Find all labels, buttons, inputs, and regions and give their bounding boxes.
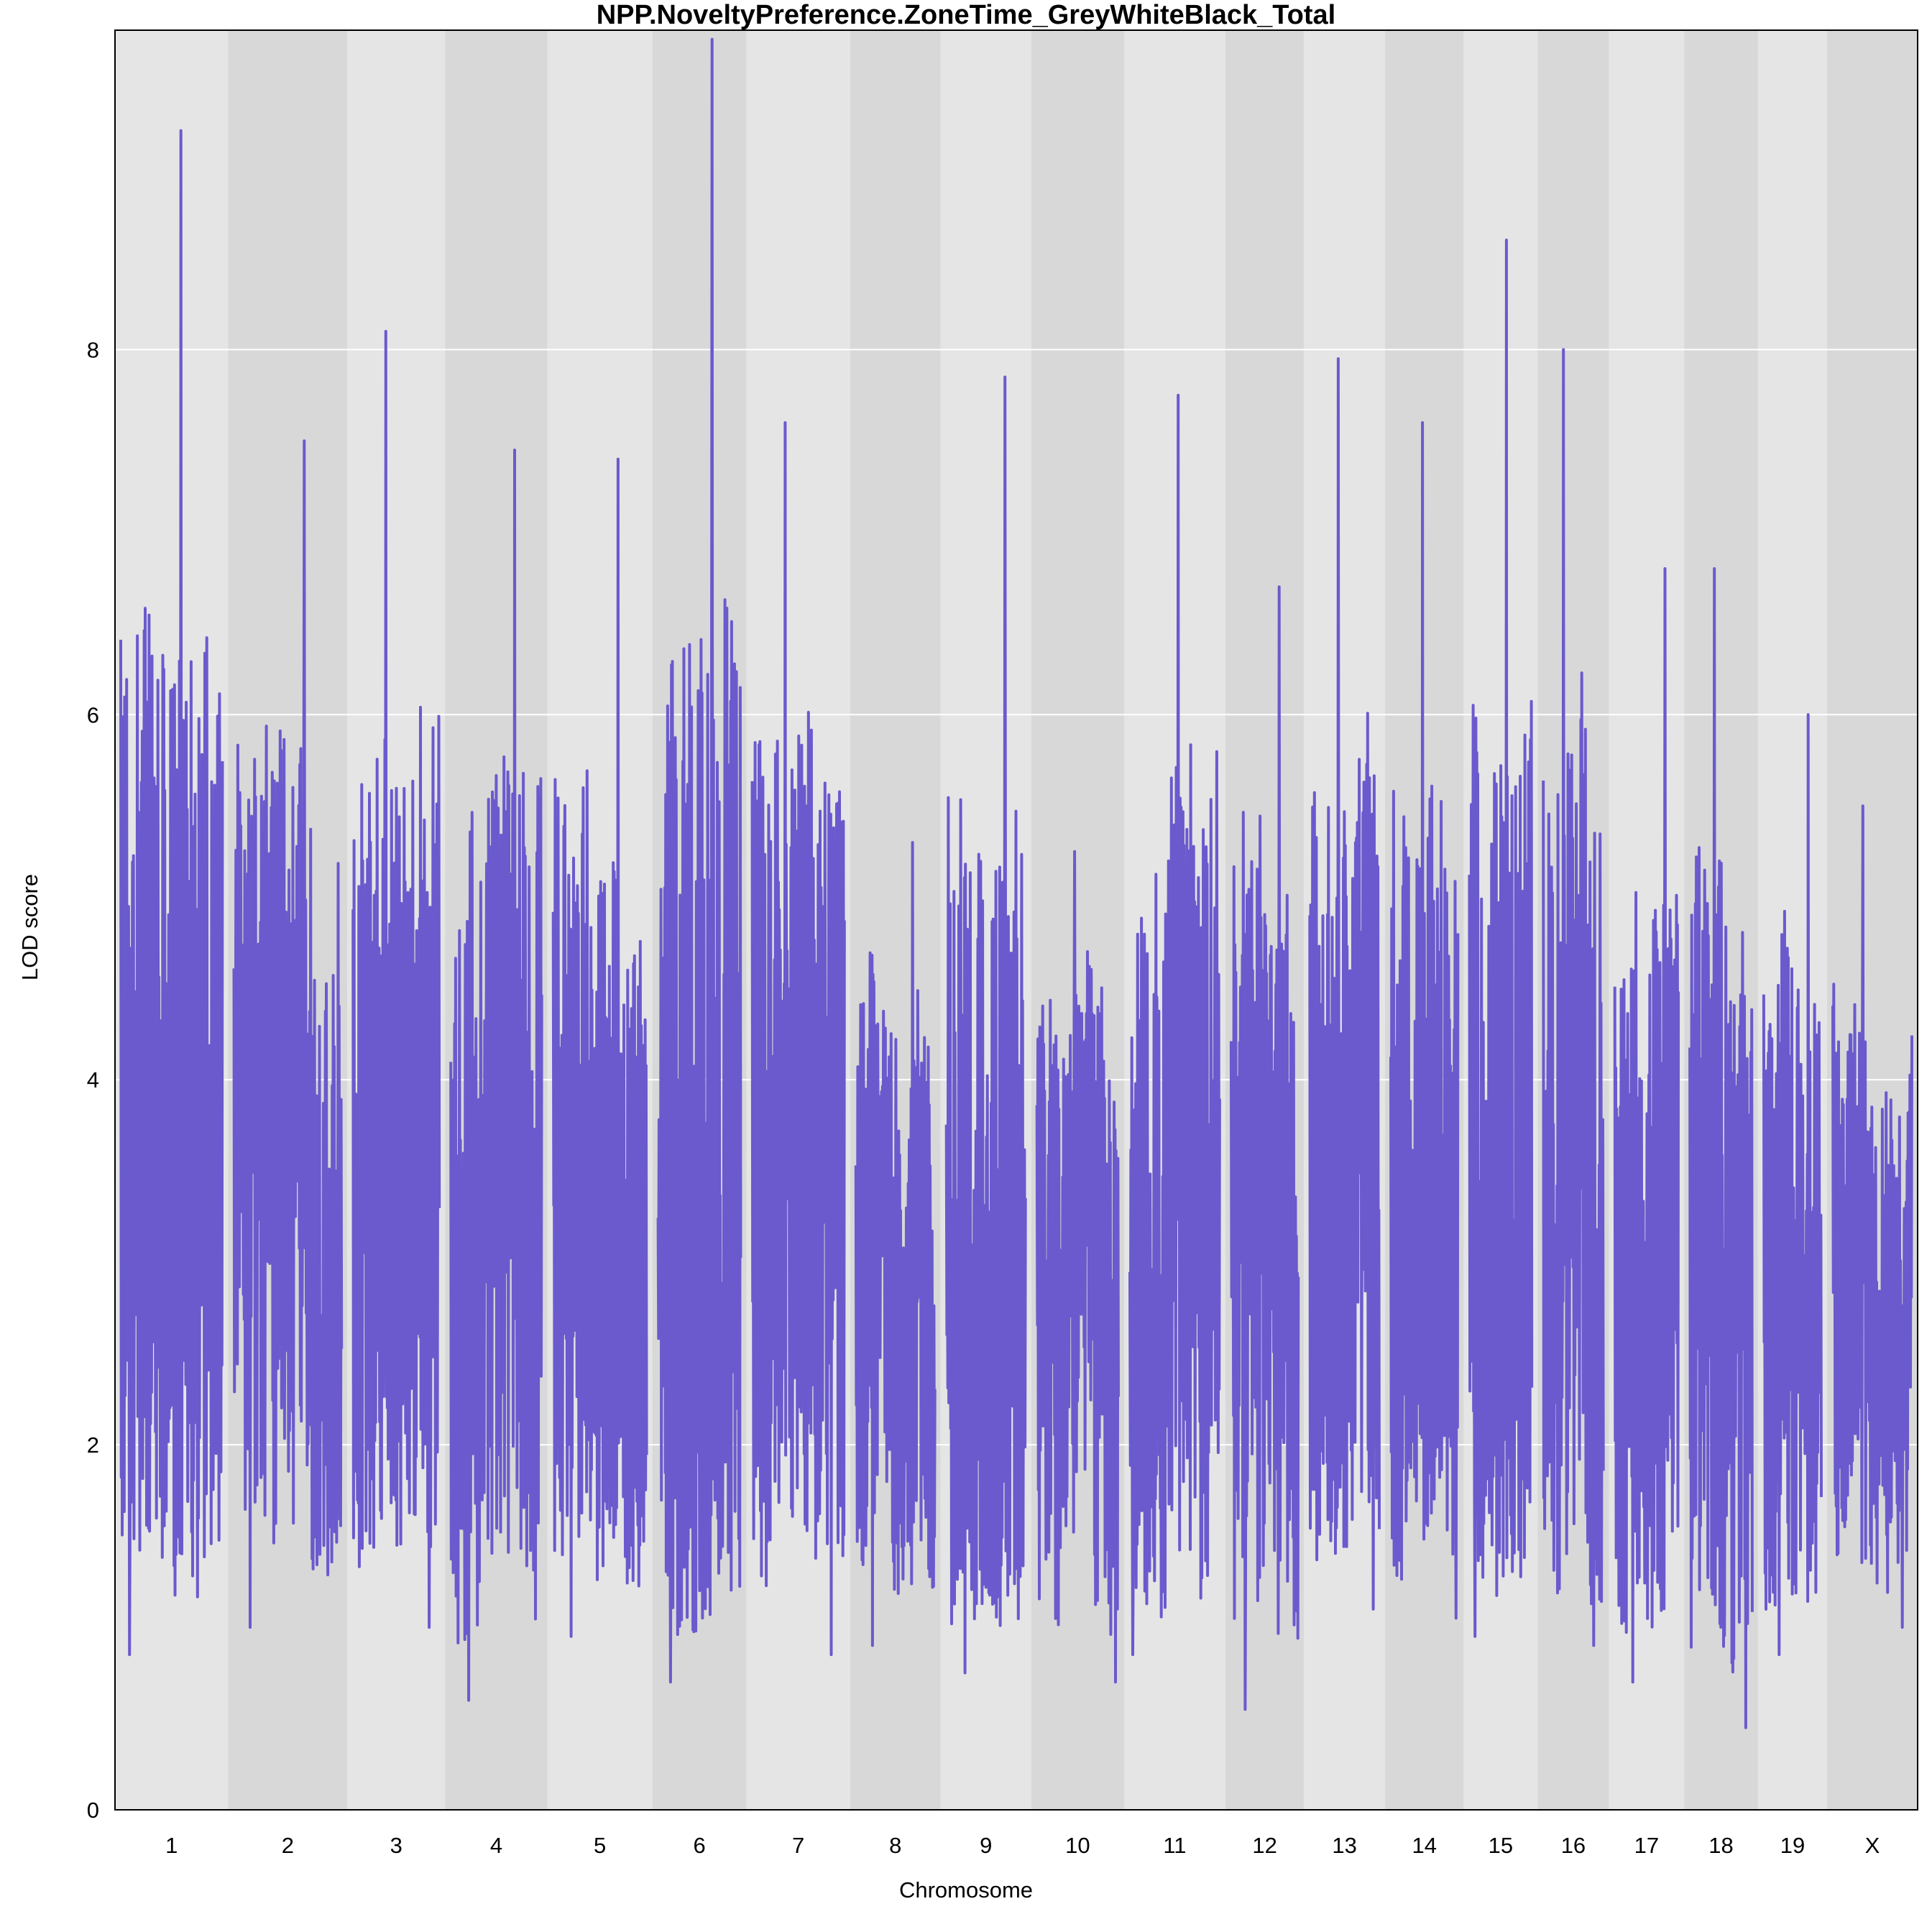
x-tick-label: 19 bbox=[1780, 1833, 1805, 1858]
x-tick-label: 6 bbox=[693, 1833, 705, 1858]
x-tick-label: 14 bbox=[1412, 1833, 1436, 1858]
lod-line-chr-3 bbox=[351, 330, 441, 1629]
lod-line-chr-17 bbox=[1613, 567, 1680, 1684]
x-axis: 1 2 3 4 5 6 7 8 9 10 11 12 13 14 15 16 17 18 19 X bbox=[165, 1833, 1880, 1858]
x-tick-label: 13 bbox=[1332, 1833, 1356, 1858]
y-axis: 0 2 4 6 8 bbox=[87, 337, 99, 1823]
plot-frame bbox=[114, 29, 1918, 1811]
y-tick-label: 0 bbox=[87, 1798, 99, 1823]
lod-line-chr-18 bbox=[1688, 567, 1754, 1729]
lod-line-chr-8 bbox=[854, 841, 937, 1647]
x-tick-label: 18 bbox=[1708, 1833, 1733, 1858]
x-tick-label: 4 bbox=[490, 1833, 502, 1858]
x-tick-label: 9 bbox=[980, 1833, 992, 1858]
lod-line-chr-12 bbox=[1229, 585, 1300, 1711]
x-tick-label: 17 bbox=[1634, 1833, 1659, 1858]
lod-line-chr-9 bbox=[944, 375, 1027, 1675]
lod-line-chr-11 bbox=[1128, 393, 1221, 1657]
y-tick-label: 6 bbox=[87, 702, 99, 727]
x-axis-label: Chromosome bbox=[898, 1877, 1034, 1903]
x-tick-label: 16 bbox=[1561, 1833, 1586, 1858]
lod-line-chr-14 bbox=[1389, 421, 1460, 1620]
x-tick-label: X bbox=[1865, 1833, 1880, 1858]
lod-line-chr-6 bbox=[656, 37, 742, 1684]
y-axis-label: LOD score bbox=[17, 873, 42, 981]
lod-line-chr-4 bbox=[449, 448, 543, 1702]
x-tick-label: 11 bbox=[1163, 1833, 1186, 1858]
x-tick-label: 10 bbox=[1065, 1833, 1090, 1858]
lod-line-chr-2 bbox=[232, 439, 344, 1629]
lod-line-chr-1 bbox=[119, 129, 224, 1657]
y-tick-label: 8 bbox=[87, 337, 99, 362]
lod-series bbox=[119, 37, 1913, 1729]
lod-line-chr-19 bbox=[1762, 713, 1823, 1657]
x-tick-label: 3 bbox=[390, 1833, 402, 1858]
x-tick-label: 7 bbox=[792, 1833, 804, 1858]
x-tick-label: 1 bbox=[165, 1833, 178, 1858]
lod-line-chr-16 bbox=[1542, 348, 1605, 1647]
lod-line-chr-7 bbox=[750, 421, 846, 1657]
lod-line-chr-15 bbox=[1468, 239, 1534, 1638]
x-tick-label: 12 bbox=[1252, 1833, 1276, 1858]
x-tick-label: 5 bbox=[594, 1833, 606, 1858]
chart-title: NPP.NoveltyPreference.ZoneTime_GreyWhite… bbox=[596, 0, 1336, 30]
x-tick-label: 8 bbox=[889, 1833, 901, 1858]
x-tick-label: 2 bbox=[282, 1833, 294, 1858]
y-tick-label: 2 bbox=[87, 1432, 99, 1458]
lod-line-chr-10 bbox=[1035, 850, 1120, 1684]
x-tick-label: 15 bbox=[1489, 1833, 1513, 1858]
lod-line-chr-5 bbox=[551, 457, 648, 1638]
y-tick-label: 4 bbox=[87, 1067, 99, 1092]
lod-line-chr-X bbox=[1831, 804, 1913, 1629]
lod-line-chr-13 bbox=[1308, 357, 1381, 1611]
